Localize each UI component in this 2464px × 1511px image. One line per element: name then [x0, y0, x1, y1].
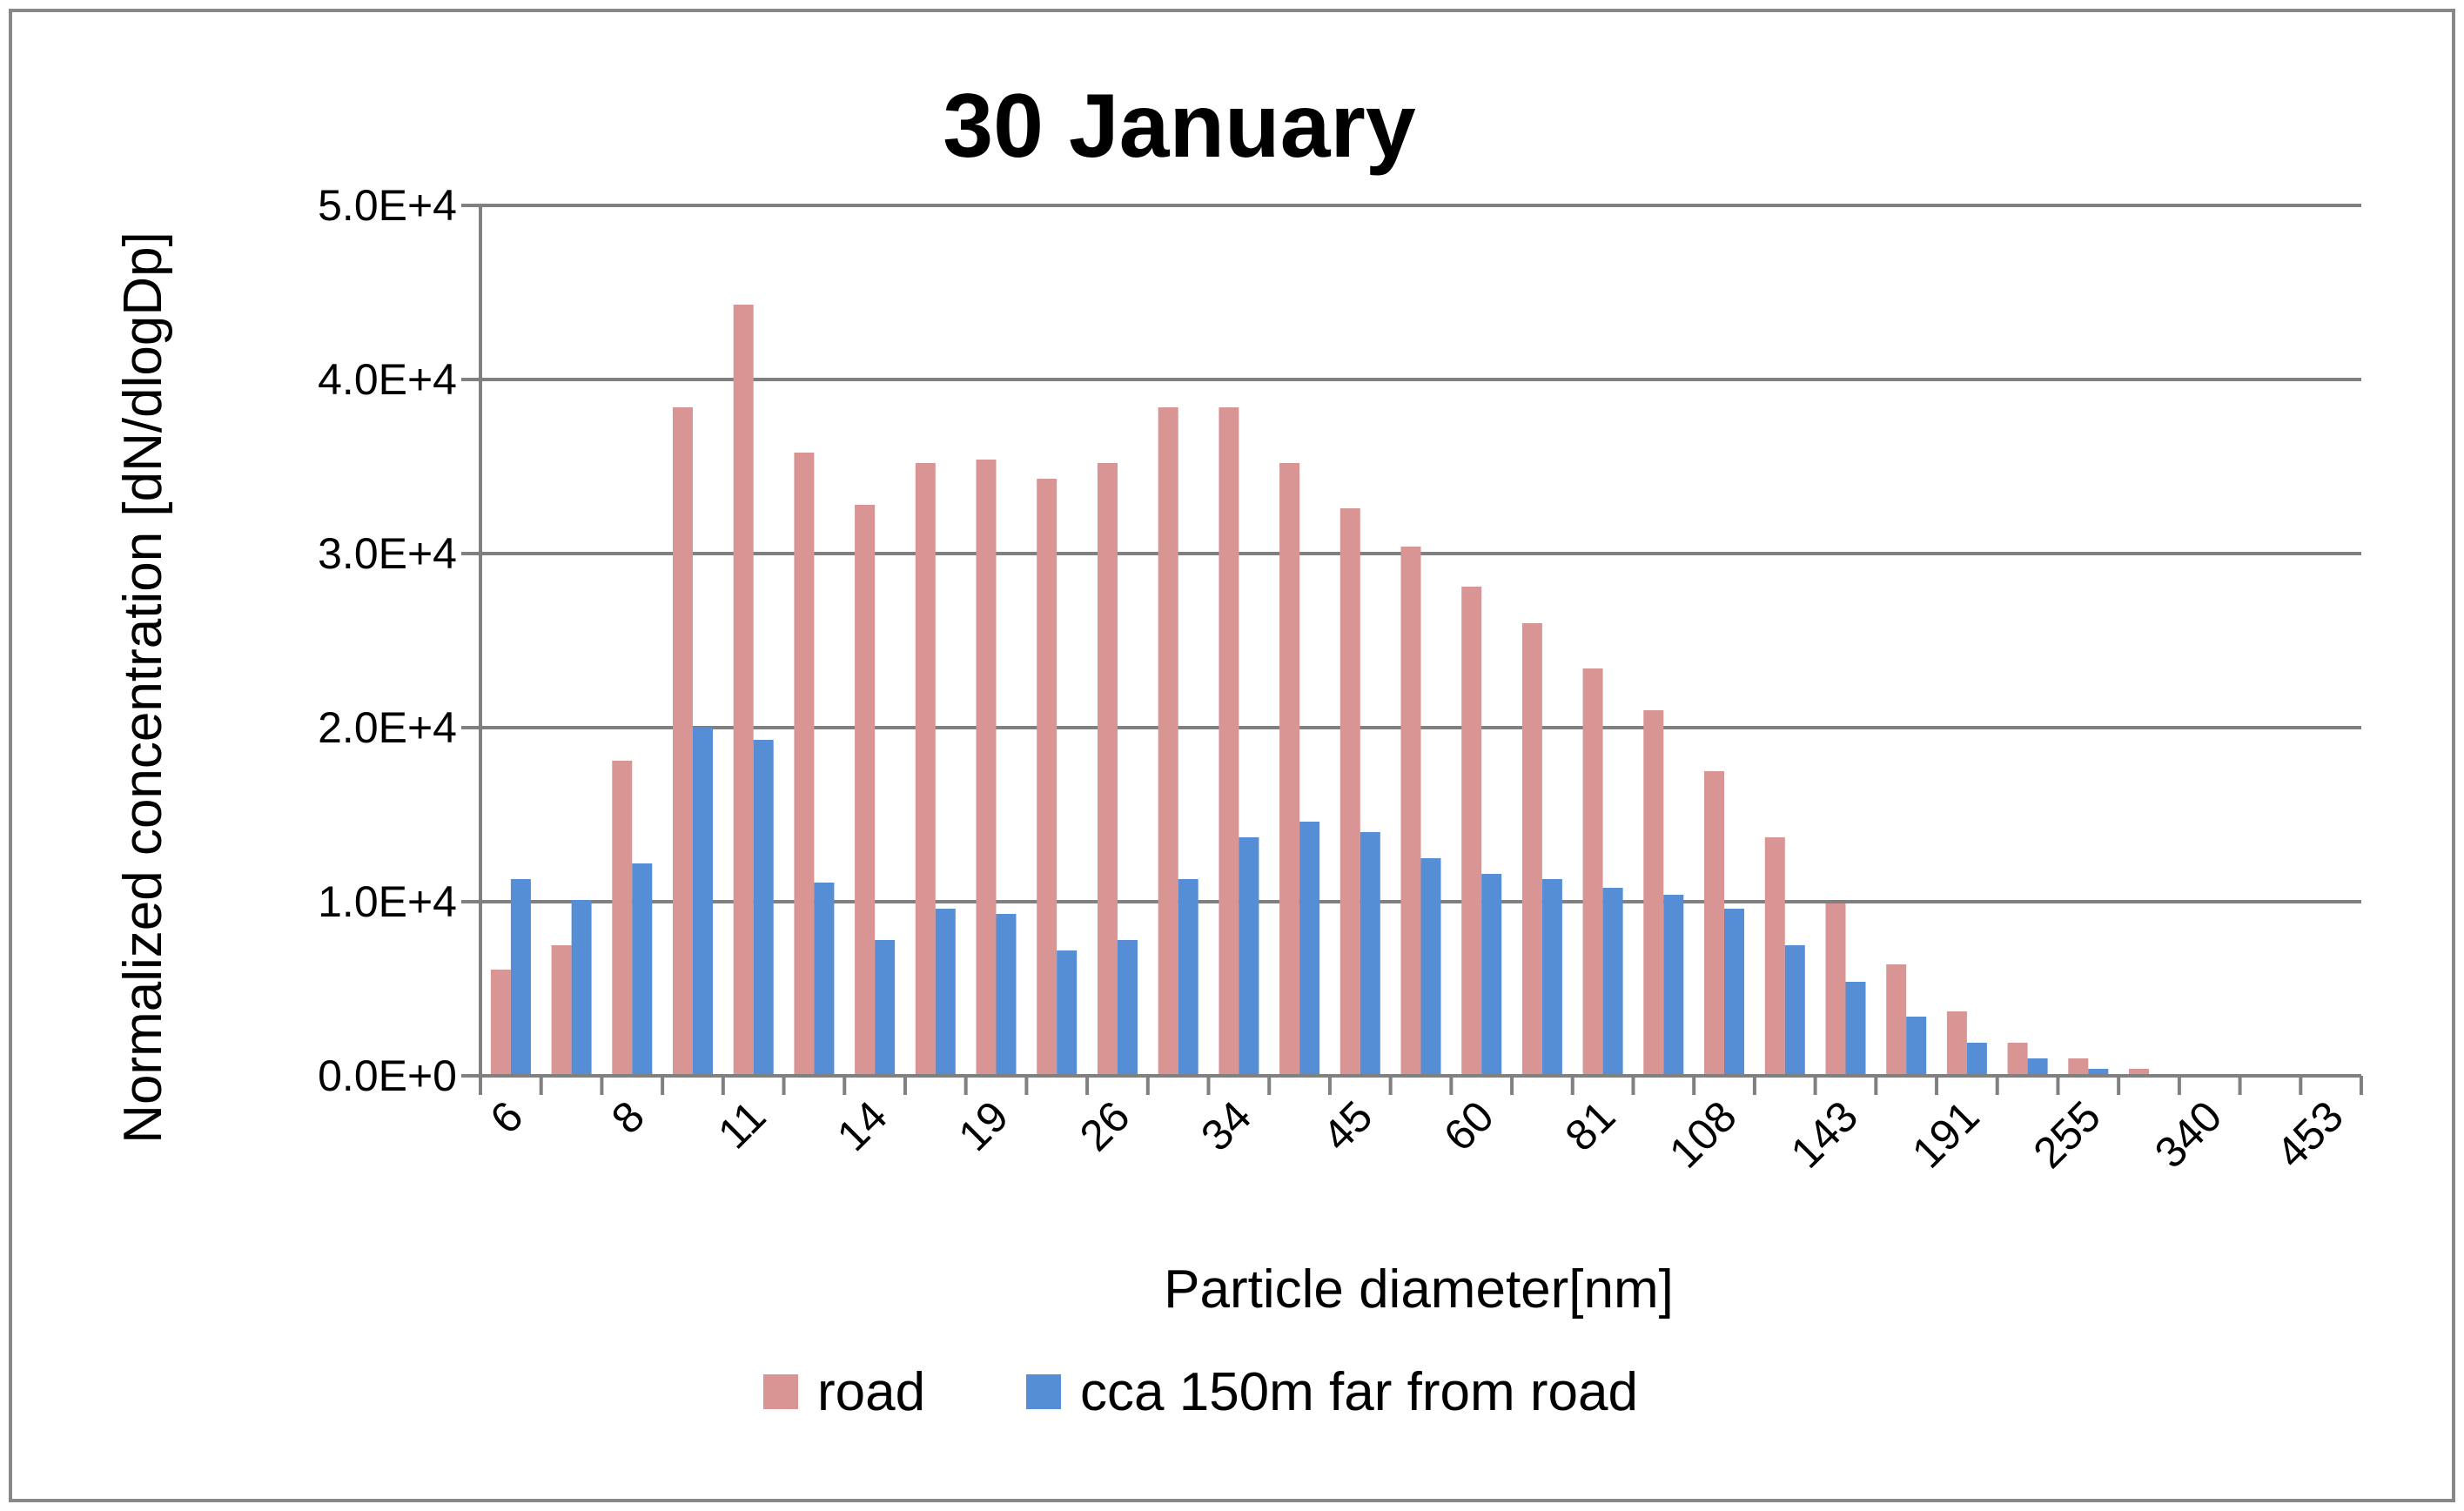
bar-road	[1704, 771, 1724, 1076]
bar-road	[1764, 837, 1785, 1076]
bar-road	[1886, 964, 1907, 1076]
bar-road	[794, 453, 815, 1076]
y-tick-label: 4.0E+4	[318, 355, 457, 404]
bar-road	[612, 761, 633, 1076]
bar-road	[1037, 479, 1057, 1076]
bar-far-from-road	[1481, 874, 1502, 1076]
bar-road	[673, 407, 693, 1076]
bar-road	[1643, 710, 1664, 1076]
bar-far-from-road	[1118, 940, 1138, 1076]
bar-far-from-road	[571, 900, 592, 1076]
bar-road	[2129, 1069, 2149, 1076]
bar-road	[2068, 1058, 2089, 1076]
bar-road	[1098, 463, 1118, 1076]
bar-far-from-road	[1420, 858, 1441, 1076]
bar-far-from-road	[1724, 909, 1744, 1076]
bar-far-from-road	[1906, 1017, 1927, 1076]
bar-far-from-road	[814, 883, 835, 1076]
y-tick-label: 0.0E+0	[318, 1051, 457, 1100]
y-tick-labels: 0.0E+0 1.0E+4 2.0E+4 3.0E+4 4.0E+4 5.0E+4	[318, 181, 457, 1100]
legend-item-far-from-road: cca 150m far from road	[1026, 1362, 1638, 1422]
bar-far-from-road	[510, 879, 531, 1076]
bar-road	[551, 945, 572, 1076]
bar-far-from-road	[875, 940, 896, 1076]
bar-road	[1946, 1011, 1967, 1076]
bar-road	[1279, 463, 1300, 1076]
bar-far-from-road	[1239, 837, 1259, 1076]
bar-road	[1521, 623, 1542, 1076]
legend-swatch	[763, 1374, 798, 1409]
bar-far-from-road	[1966, 1043, 1987, 1076]
bar-road	[2007, 1043, 2028, 1076]
bar-road	[855, 505, 876, 1076]
legend: road cca 150m far from road	[763, 1362, 1638, 1422]
bar-far-from-road	[1784, 945, 1805, 1076]
legend-label: cca 150m far from road	[1080, 1362, 1638, 1422]
bar-far-from-road	[1057, 950, 1078, 1076]
bar-far-from-road	[2027, 1058, 2048, 1076]
legend-item-road: road	[763, 1362, 925, 1422]
y-tick-label: 3.0E+4	[318, 529, 457, 578]
y-tick-label: 2.0E+4	[318, 703, 457, 752]
bar-road	[1461, 587, 1482, 1076]
bar-road	[1158, 407, 1178, 1076]
bar-far-from-road	[996, 914, 1017, 1076]
bar-far-from-road	[935, 909, 956, 1076]
legend-swatch	[1026, 1374, 1061, 1409]
legend-label: road	[817, 1362, 925, 1422]
bar-far-from-road	[1178, 879, 1198, 1076]
y-tick-label: 1.0E+4	[318, 877, 457, 926]
bar-road	[976, 460, 997, 1076]
bar-road	[490, 970, 511, 1076]
bar-far-from-road	[632, 863, 653, 1076]
bar-road	[1825, 903, 1846, 1076]
bar-road	[1219, 407, 1239, 1076]
bars	[490, 305, 2169, 1076]
bar-road	[915, 463, 936, 1076]
bar-road	[733, 305, 754, 1076]
axes	[461, 204, 2363, 1095]
x-axis-label: Particle diameter[nm]	[1164, 1259, 1674, 1320]
bar-road	[1400, 547, 1421, 1076]
y-axis-label: Normalized concentration [dN/dlogDp]	[113, 232, 173, 1144]
bar-far-from-road	[1602, 888, 1623, 1076]
chart-title: 30 January	[943, 76, 1416, 177]
bar-road	[1339, 508, 1360, 1076]
bar-far-from-road	[693, 728, 713, 1076]
bar-far-from-road	[1299, 822, 1320, 1076]
bar-far-from-road	[753, 740, 774, 1076]
bar-road	[1582, 668, 1603, 1076]
bar-far-from-road	[2088, 1069, 2109, 1076]
bar-far-from-road	[1663, 895, 1684, 1076]
bar-far-from-road	[1541, 879, 1562, 1076]
y-tick-label: 5.0E+4	[318, 181, 457, 230]
bar-far-from-road	[1360, 832, 1380, 1076]
bar-far-from-road	[1845, 982, 1866, 1076]
